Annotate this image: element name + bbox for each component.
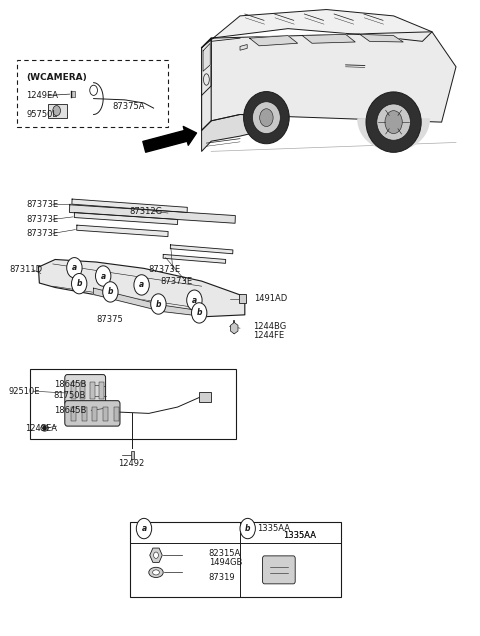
Ellipse shape xyxy=(366,92,421,152)
Polygon shape xyxy=(72,199,187,212)
Text: 1491AD: 1491AD xyxy=(254,294,288,303)
Bar xyxy=(71,382,76,399)
Polygon shape xyxy=(77,225,168,237)
Text: 87319: 87319 xyxy=(209,573,235,582)
Text: 1244FE: 1244FE xyxy=(253,331,284,340)
Text: 82315A: 82315A xyxy=(209,549,241,558)
FancyBboxPatch shape xyxy=(263,556,295,584)
Text: 87312G: 87312G xyxy=(130,207,163,216)
Polygon shape xyxy=(202,38,211,130)
Circle shape xyxy=(260,109,273,127)
Text: 87373E: 87373E xyxy=(26,200,59,209)
FancyArrowPatch shape xyxy=(143,127,196,152)
Text: a: a xyxy=(101,272,106,280)
Polygon shape xyxy=(250,36,298,46)
Text: 87373E: 87373E xyxy=(161,277,193,286)
Text: 87375: 87375 xyxy=(96,315,123,324)
Polygon shape xyxy=(70,205,235,223)
Polygon shape xyxy=(203,43,210,71)
Text: b: b xyxy=(108,287,113,296)
Circle shape xyxy=(151,294,166,314)
Bar xyxy=(99,382,104,399)
Text: 92510E: 92510E xyxy=(9,387,40,396)
Circle shape xyxy=(96,266,111,286)
Text: 87311D: 87311D xyxy=(10,265,43,274)
Polygon shape xyxy=(240,45,247,50)
Ellipse shape xyxy=(153,570,159,575)
Text: 1249EA: 1249EA xyxy=(25,424,57,432)
Polygon shape xyxy=(38,259,245,317)
Polygon shape xyxy=(202,10,432,48)
Polygon shape xyxy=(302,34,355,43)
Bar xyxy=(90,382,95,399)
Text: 1335AA: 1335AA xyxy=(283,531,316,540)
Bar xyxy=(17,60,168,127)
Circle shape xyxy=(72,273,87,294)
Text: 87375A: 87375A xyxy=(113,102,145,111)
Text: 18645B: 18645B xyxy=(54,406,86,415)
Polygon shape xyxy=(170,245,233,254)
Text: 1244BG: 1244BG xyxy=(253,322,286,331)
Circle shape xyxy=(240,518,255,539)
FancyBboxPatch shape xyxy=(65,401,120,426)
Circle shape xyxy=(187,290,202,310)
Bar xyxy=(130,522,341,597)
Polygon shape xyxy=(94,288,206,317)
Circle shape xyxy=(43,425,47,431)
Circle shape xyxy=(53,106,60,116)
Polygon shape xyxy=(74,212,178,225)
Circle shape xyxy=(154,552,158,558)
Text: a: a xyxy=(139,280,144,289)
Circle shape xyxy=(192,303,207,323)
Circle shape xyxy=(134,275,149,295)
Bar xyxy=(82,407,86,421)
Bar xyxy=(103,407,108,421)
Text: a: a xyxy=(72,263,77,272)
Text: 87373E: 87373E xyxy=(26,215,59,224)
Polygon shape xyxy=(202,114,264,151)
Ellipse shape xyxy=(377,104,410,140)
Circle shape xyxy=(67,258,82,278)
Text: a: a xyxy=(192,296,197,305)
Bar xyxy=(81,382,85,399)
Text: b: b xyxy=(156,300,161,308)
Text: a: a xyxy=(142,524,146,533)
Bar xyxy=(48,104,67,118)
Text: 81750B: 81750B xyxy=(54,391,86,400)
Polygon shape xyxy=(211,32,456,122)
Bar xyxy=(92,407,97,421)
Bar xyxy=(71,407,76,421)
Text: 87373E: 87373E xyxy=(149,265,181,274)
Polygon shape xyxy=(360,34,403,42)
Text: b: b xyxy=(245,524,251,533)
Text: 12492: 12492 xyxy=(118,459,144,467)
Bar xyxy=(131,451,134,459)
Bar xyxy=(199,392,211,402)
Circle shape xyxy=(136,518,152,539)
Circle shape xyxy=(103,282,118,302)
Text: (WCAMERA): (WCAMERA) xyxy=(26,73,87,82)
Text: 1335AA: 1335AA xyxy=(257,524,290,533)
Text: 1494GB: 1494GB xyxy=(209,558,242,567)
Circle shape xyxy=(385,111,402,134)
Polygon shape xyxy=(163,254,226,263)
Ellipse shape xyxy=(41,425,48,431)
Bar xyxy=(71,91,75,97)
Ellipse shape xyxy=(244,92,289,144)
Bar xyxy=(114,407,119,421)
Text: 95750L: 95750L xyxy=(26,110,58,119)
Text: 1249EA: 1249EA xyxy=(26,91,59,100)
Ellipse shape xyxy=(252,102,280,134)
Polygon shape xyxy=(358,119,429,151)
Text: 1335AA: 1335AA xyxy=(283,531,316,540)
Text: b: b xyxy=(76,279,82,288)
Text: b: b xyxy=(196,308,202,317)
Ellipse shape xyxy=(149,567,163,577)
FancyBboxPatch shape xyxy=(65,375,106,405)
Text: 18645B: 18645B xyxy=(54,380,86,389)
Bar xyxy=(30,369,236,439)
Text: 87373E: 87373E xyxy=(26,229,59,238)
